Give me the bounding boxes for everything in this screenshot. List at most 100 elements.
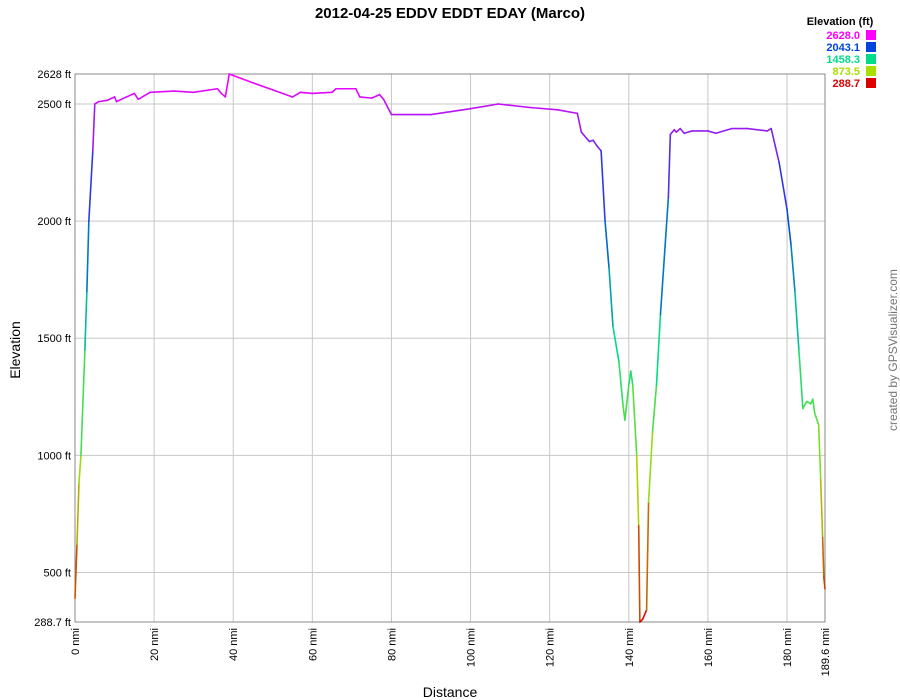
elevation-segment	[798, 349, 804, 410]
x-tick-label: 20 nmi	[149, 628, 161, 661]
elevation-segment	[228, 73, 254, 84]
elevation-segment	[86, 220, 90, 293]
elevation-segment	[675, 127, 682, 133]
elevation-segment	[133, 92, 140, 101]
elevation-segment	[624, 384, 630, 422]
elevation-segment	[149, 90, 175, 94]
x-tick-label: 40 nmi	[228, 628, 240, 661]
elevation-segment	[88, 150, 94, 222]
legend-swatch	[866, 78, 876, 88]
elevation-segment	[592, 139, 598, 147]
x-tick-label: 189.6 nmi	[820, 628, 832, 676]
elevation-segment	[655, 314, 662, 386]
elevation-segment	[76, 482, 80, 546]
x-tick-label: 100 nmi	[466, 628, 478, 667]
legend-label: 288.7	[832, 78, 860, 90]
y-axis-title: Elevation	[7, 321, 23, 379]
elevation-segment	[529, 106, 559, 111]
x-tick-label: 160 nmi	[703, 628, 715, 667]
elevation-segment	[370, 93, 381, 99]
elevation-segment	[819, 477, 824, 539]
legend-label: 873.5	[832, 66, 860, 78]
legend-swatch	[866, 30, 876, 40]
elevation-segment	[80, 349, 86, 457]
elevation-segment	[430, 107, 472, 116]
elevation-segment	[631, 384, 638, 457]
elevation-segment	[794, 290, 800, 351]
elevation-segment	[802, 400, 808, 410]
x-tick-label: 140 nmi	[624, 628, 636, 667]
elevation-segment	[115, 96, 128, 103]
elevation-segment	[299, 91, 314, 95]
y-tick-label: 1500 ft	[37, 333, 71, 345]
elevation-segment	[596, 145, 602, 152]
elevation-segment	[92, 103, 96, 152]
elevation-segment	[817, 424, 822, 480]
elevation-segment	[105, 96, 116, 102]
elevation-segment	[811, 398, 816, 415]
elevation-segment	[271, 89, 294, 98]
legend-label: 2628.0	[826, 30, 860, 42]
elevation-segment	[667, 133, 672, 199]
elevation-segment	[78, 454, 82, 485]
elevation-segment	[497, 103, 531, 109]
plot-frame	[74, 73, 826, 623]
y-tick-label: 288.7 ft	[34, 617, 71, 629]
elevation-segment	[612, 325, 620, 363]
elevation-segment	[355, 87, 361, 98]
elevation-segment	[746, 127, 769, 132]
y-tick-label: 2628 ft	[37, 69, 71, 81]
elevation-segment	[629, 370, 634, 386]
elevation-segment	[641, 609, 648, 621]
elevation-segment	[192, 87, 219, 94]
elevation-segment	[252, 82, 274, 91]
elevation-segment	[813, 412, 820, 426]
elevation-segment	[679, 127, 685, 135]
elevation-segment	[84, 290, 88, 351]
elevation-segment	[216, 87, 223, 95]
elevation-segment	[823, 576, 826, 590]
elevation-segment	[576, 112, 583, 133]
legend-swatch	[866, 54, 876, 64]
elevation-segment	[580, 131, 589, 140]
legend-title: Elevation (ft)	[807, 16, 874, 28]
elevation-segment	[786, 208, 792, 246]
legend-swatch	[866, 66, 876, 76]
elevation-segment	[113, 96, 118, 103]
x-tick-label: 80 nmi	[386, 628, 398, 661]
elevation-segment	[469, 103, 500, 110]
elevation-segment	[173, 90, 195, 94]
elevation-segment	[97, 99, 108, 103]
elevation-segment	[600, 150, 606, 222]
elevation-segment	[669, 128, 676, 136]
elevation-segment	[790, 243, 796, 293]
x-tick-label: 60 nmi	[307, 628, 319, 661]
legend-label: 2043.1	[826, 42, 860, 54]
elevation-segment	[821, 536, 825, 578]
elevation-segment	[224, 73, 231, 98]
elevation-segment	[608, 267, 614, 328]
y-tick-label: 2500 ft	[37, 99, 71, 111]
y-tick-label: 2000 ft	[37, 216, 71, 228]
elevation-segment	[291, 91, 302, 98]
elevation-segment	[359, 96, 373, 99]
y-tick-label: 1000 ft	[37, 450, 71, 462]
elevation-segment	[618, 360, 624, 405]
watermark: created by GPSVisualizer.com	[886, 269, 900, 431]
elevation-segment	[635, 454, 640, 527]
elevation-segment	[311, 91, 333, 95]
x-tick-label: 120 nmi	[545, 628, 557, 667]
elevation-segment	[125, 92, 136, 98]
elevation-segment	[647, 431, 654, 504]
elevation-segment	[651, 384, 658, 433]
elevation-segment	[778, 161, 788, 211]
elevation-segment	[378, 93, 385, 101]
elevation-segment	[137, 91, 151, 101]
x-tick-label: 0 nmi	[70, 628, 82, 655]
elevation-segment	[659, 196, 670, 316]
chart-title: 2012-04-25 EDDV EDDT EDAY (Marco)	[315, 5, 585, 22]
elevation-segment	[382, 98, 393, 116]
legend-label: 1458.3	[826, 54, 860, 66]
